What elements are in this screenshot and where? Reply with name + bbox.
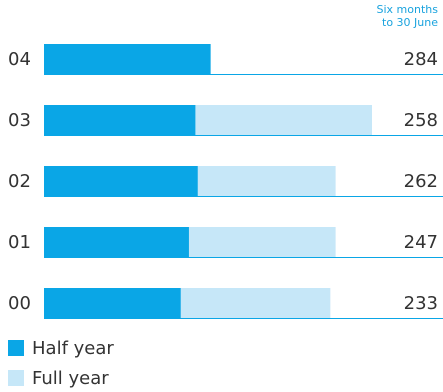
annotation: to 30 June bbox=[382, 16, 438, 29]
category-label: 01 bbox=[8, 232, 31, 253]
category-label: 04 bbox=[8, 49, 31, 70]
value-label: 284 bbox=[404, 49, 438, 70]
bar bbox=[44, 166, 198, 196]
value-label: 258 bbox=[404, 110, 438, 131]
legend-swatch bbox=[8, 340, 24, 356]
category-label: 02 bbox=[8, 171, 31, 192]
bar bbox=[44, 288, 181, 318]
legend-label: Half year bbox=[32, 338, 114, 359]
bar bbox=[44, 44, 211, 74]
bar bbox=[44, 105, 196, 135]
category-label: 00 bbox=[8, 293, 31, 314]
value-label: 233 bbox=[404, 293, 438, 314]
category-label: 03 bbox=[8, 110, 31, 131]
legend-swatch bbox=[8, 370, 24, 386]
bar bbox=[44, 227, 189, 257]
value-label: 262 bbox=[404, 171, 438, 192]
value-label: 247 bbox=[404, 232, 438, 253]
annotation: Six months bbox=[377, 3, 439, 16]
legend-label: Full year bbox=[32, 368, 109, 389]
